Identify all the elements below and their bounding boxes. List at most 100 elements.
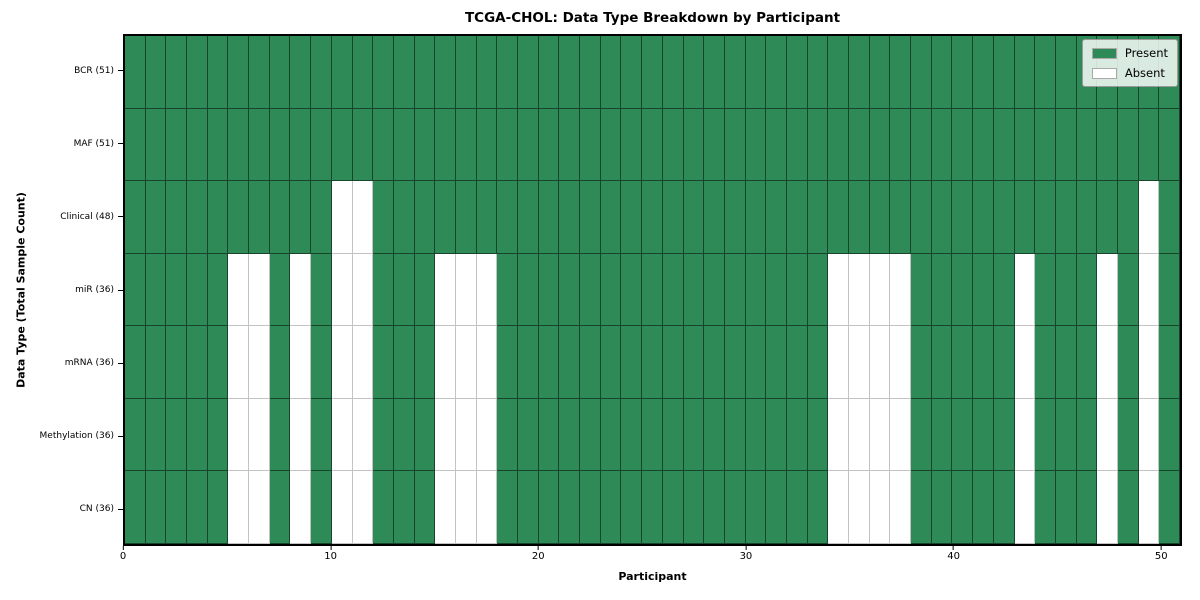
legend-swatch-present-icon (1091, 47, 1117, 59)
heatmap-cell (621, 253, 643, 327)
heatmap-cell (662, 471, 684, 544)
heatmap-cell (828, 471, 850, 544)
heatmap-cell (1097, 253, 1118, 327)
heatmap-cell (352, 181, 374, 254)
heatmap-cell (621, 326, 643, 399)
heatmap-cell (414, 253, 436, 327)
heatmap-cell (931, 326, 953, 399)
heatmap-cell (1076, 326, 1098, 399)
x-tick-mark (953, 546, 955, 550)
heatmap-cell (269, 326, 291, 399)
heatmap-cell (1035, 36, 1056, 109)
heatmap-cell (1014, 108, 1036, 182)
heatmap-cell (869, 326, 891, 399)
heatmap-cell (621, 471, 643, 544)
x-tick-mark (537, 546, 539, 550)
heatmap-cell (331, 398, 353, 472)
heatmap-cell (497, 326, 519, 399)
heatmap-cell (683, 36, 705, 109)
heatmap-cell (911, 108, 932, 182)
heatmap-cell (745, 36, 767, 109)
heatmap-cell (683, 108, 705, 182)
heatmap-cell (269, 108, 291, 182)
heatmap-cell (207, 108, 229, 182)
heatmap-cell (435, 181, 456, 254)
heatmap-cell (1159, 398, 1180, 472)
y-tick: BCR (51) (74, 66, 123, 76)
x-tick: 10 (324, 546, 337, 562)
y-tick: CN (36) (80, 504, 123, 514)
x-tick-label: 10 (324, 551, 338, 562)
heatmap-cell (455, 36, 477, 109)
y-tick-label: miR (36) (75, 285, 114, 295)
heatmap-cell (125, 398, 146, 472)
heatmap-cell (1035, 181, 1056, 254)
y-tick-label: Methylation (36) (39, 431, 114, 442)
heatmap-cell (228, 108, 250, 182)
heatmap-cell (642, 36, 663, 109)
heatmap-cell (1117, 471, 1139, 544)
heatmap-cell (1014, 326, 1036, 399)
heatmap-cell (125, 471, 146, 544)
heatmap-cell (455, 471, 477, 544)
x-axis-ticks: 0 10 20 30 40 50 (119, 546, 1182, 566)
y-tick-mark (118, 143, 123, 145)
heatmap-cell (331, 181, 353, 254)
heatmap-cell (290, 108, 312, 182)
y-axis-ticks: BCR (51) MAF (51) Clinical (48) miR (36) mRN… (0, 34, 123, 546)
heatmap-cell (766, 326, 787, 399)
heatmap-cell (1159, 181, 1180, 254)
heatmap-cell (352, 36, 374, 109)
x-tick: 20 (532, 546, 545, 562)
heatmap-cell (993, 398, 1015, 472)
heatmap-cell (890, 108, 912, 182)
heatmap-cell (993, 181, 1015, 254)
heatmap-cell (1097, 326, 1118, 399)
heatmap-cell (497, 471, 519, 544)
y-tick: mRNA (36) (65, 358, 123, 368)
heatmap-cell (1117, 253, 1139, 327)
heatmap-cell (952, 326, 974, 399)
heatmap-cell (931, 471, 953, 544)
heatmap-cell (662, 36, 684, 109)
heatmap-cell (600, 36, 622, 109)
heatmap-cell (724, 253, 746, 327)
x-tick-label: 0 (119, 551, 127, 562)
heatmap-cell (125, 181, 146, 254)
heatmap-cell (497, 253, 519, 327)
heatmap-cell (249, 471, 270, 544)
heatmap-cell (393, 398, 415, 472)
heatmap-cell (869, 253, 891, 327)
heatmap-cell (538, 471, 560, 544)
heatmap-cell (414, 326, 436, 399)
heatmap-cell (828, 108, 850, 182)
heatmap-cell (393, 181, 415, 254)
heatmap-cell (911, 326, 932, 399)
heatmap-cell (538, 108, 560, 182)
y-tick-label: Clinical (48) (60, 211, 114, 222)
heatmap-cell (166, 36, 188, 109)
heatmap-cell (911, 253, 932, 327)
heatmap-cell (724, 36, 746, 109)
x-axis-label: Participant (618, 570, 687, 583)
heatmap-cell (207, 471, 229, 544)
y-tick-label: BCR (51) (74, 65, 114, 76)
heatmap-cell (518, 326, 539, 399)
heatmap-cell (435, 253, 456, 327)
heatmap-cell (642, 471, 663, 544)
heatmap-cell (807, 326, 829, 399)
heatmap-cell (455, 398, 477, 472)
heatmap-cell (662, 398, 684, 472)
heatmap-cell (580, 398, 601, 472)
heatmap-cell (373, 36, 394, 109)
heatmap-cell (580, 36, 601, 109)
x-tick: 40 (947, 546, 960, 562)
heatmap-cell (435, 326, 456, 399)
heatmap-cell (600, 398, 622, 472)
heatmap-cell (807, 181, 829, 254)
heatmap-cell (393, 108, 415, 182)
heatmap-cell (931, 398, 953, 472)
heatmap-cell (414, 36, 436, 109)
heatmap-cell (207, 181, 229, 254)
